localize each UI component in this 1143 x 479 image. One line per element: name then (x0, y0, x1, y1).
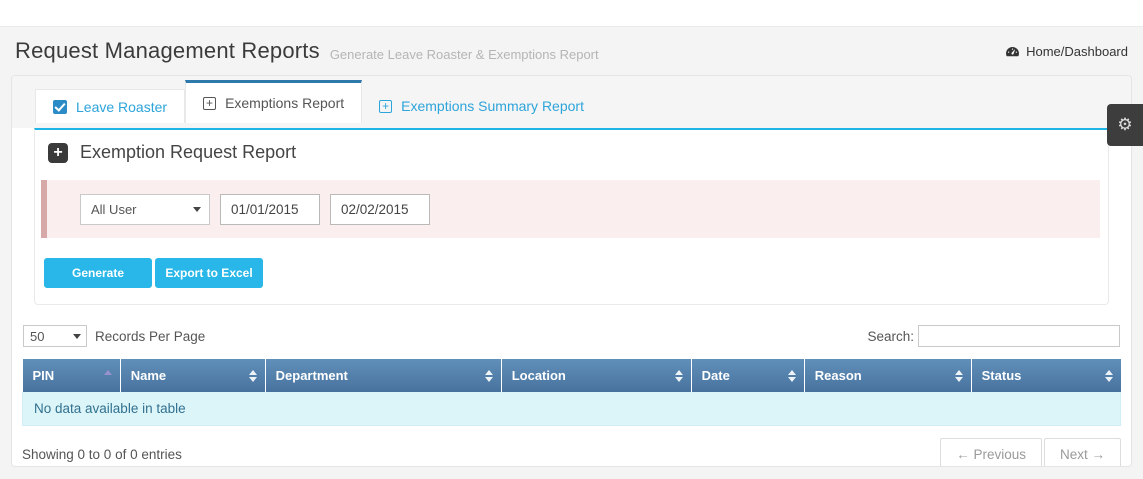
column-header-date[interactable]: Date (691, 359, 805, 392)
sort-arrows-icon (787, 369, 796, 382)
tab-label: Exemptions Report (225, 95, 345, 111)
breadcrumb-label: Home/Dashboard (1026, 43, 1128, 59)
table-controls: 50 Records Per Page Search: (22, 325, 1121, 347)
column-header-department[interactable]: Department (265, 359, 502, 392)
user-filter-select-wrap: All User (80, 193, 210, 225)
filter-strip: All User (41, 180, 1100, 238)
plus-square-icon (379, 99, 393, 113)
page-header: Request Management Reports Generate Leav… (0, 28, 1143, 74)
gear-icon: ⚙ (1117, 114, 1133, 135)
table-header-row: PIN Name Department Location Date Reason… (22, 359, 1121, 392)
content-card: Leave Roaster Exemptions Report Exemptio… (11, 75, 1132, 467)
plus-square-icon (203, 96, 217, 110)
sort-arrows-icon (248, 369, 257, 382)
pagination: ← Previous Next → (940, 438, 1121, 466)
panel-title: Exemption Request Report (80, 142, 297, 162)
sort-arrows-icon (1104, 369, 1113, 382)
column-header-status[interactable]: Status (971, 359, 1121, 392)
generate-button[interactable]: Generate (44, 258, 152, 288)
sort-arrows-icon (484, 369, 493, 382)
settings-toggle-button[interactable]: ⚙ (1107, 104, 1143, 146)
tab-leave-roaster[interactable]: Leave Roaster (35, 89, 186, 123)
page-title: Request Management Reports (15, 38, 320, 63)
sort-arrows-icon (103, 369, 112, 382)
showing-entries-text: Showing 0 to 0 of 0 entries (22, 447, 182, 462)
exemption-report-panel: Exemption Request Report All User Genera… (34, 128, 1109, 305)
column-header-reason[interactable]: Reason (804, 359, 972, 392)
tab-label: Exemptions Summary Report (401, 98, 584, 114)
tab-bar: Leave Roaster Exemptions Report Exemptio… (12, 76, 1131, 128)
empty-row: No data available in table (22, 392, 1121, 426)
column-header-location[interactable]: Location (501, 359, 692, 392)
records-per-page-label: Records Per Page (95, 328, 206, 344)
table-footer: Showing 0 to 0 of 0 entries ← Previous N… (22, 438, 1121, 466)
dashboard-gauge-icon (1005, 44, 1020, 59)
search-group: Search: (867, 325, 1120, 347)
sort-arrows-icon (674, 369, 683, 382)
tab-exemptions-report[interactable]: Exemptions Report (185, 80, 363, 123)
sort-arrows-icon (954, 369, 963, 382)
results-table: PIN Name Department Location Date Reason… (22, 359, 1121, 426)
empty-message: No data available in table (22, 392, 1121, 426)
checkbox-checked-icon (53, 99, 67, 114)
export-to-excel-button[interactable]: Export to Excel (155, 258, 263, 288)
tab-exemptions-summary-report[interactable]: Exemptions Summary Report (362, 89, 601, 123)
search-input[interactable] (918, 325, 1120, 347)
button-row: Generate Export to Excel (44, 258, 1102, 288)
date-to-input[interactable] (330, 193, 430, 225)
search-label: Search: (867, 328, 914, 344)
records-per-page-select[interactable]: 50 (23, 325, 87, 347)
panel-title-row: Exemption Request Report (48, 142, 1102, 163)
plus-square-solid-icon[interactable] (48, 142, 68, 163)
breadcrumb[interactable]: Home/Dashboard (1005, 44, 1128, 59)
date-from-input[interactable] (220, 193, 320, 225)
records-per-page-select-wrap: 50 (23, 325, 87, 347)
next-button[interactable]: Next → (1043, 438, 1121, 466)
top-navbar (0, 0, 1143, 27)
column-header-name[interactable]: Name (120, 359, 266, 392)
user-filter-select[interactable]: All User (80, 193, 210, 225)
column-header-pin[interactable]: PIN (22, 359, 121, 392)
page-subtitle: Generate Leave Roaster & Exemptions Repo… (329, 46, 599, 62)
previous-button[interactable]: ← Previous (940, 438, 1042, 466)
tab-label: Leave Roaster (76, 98, 168, 115)
